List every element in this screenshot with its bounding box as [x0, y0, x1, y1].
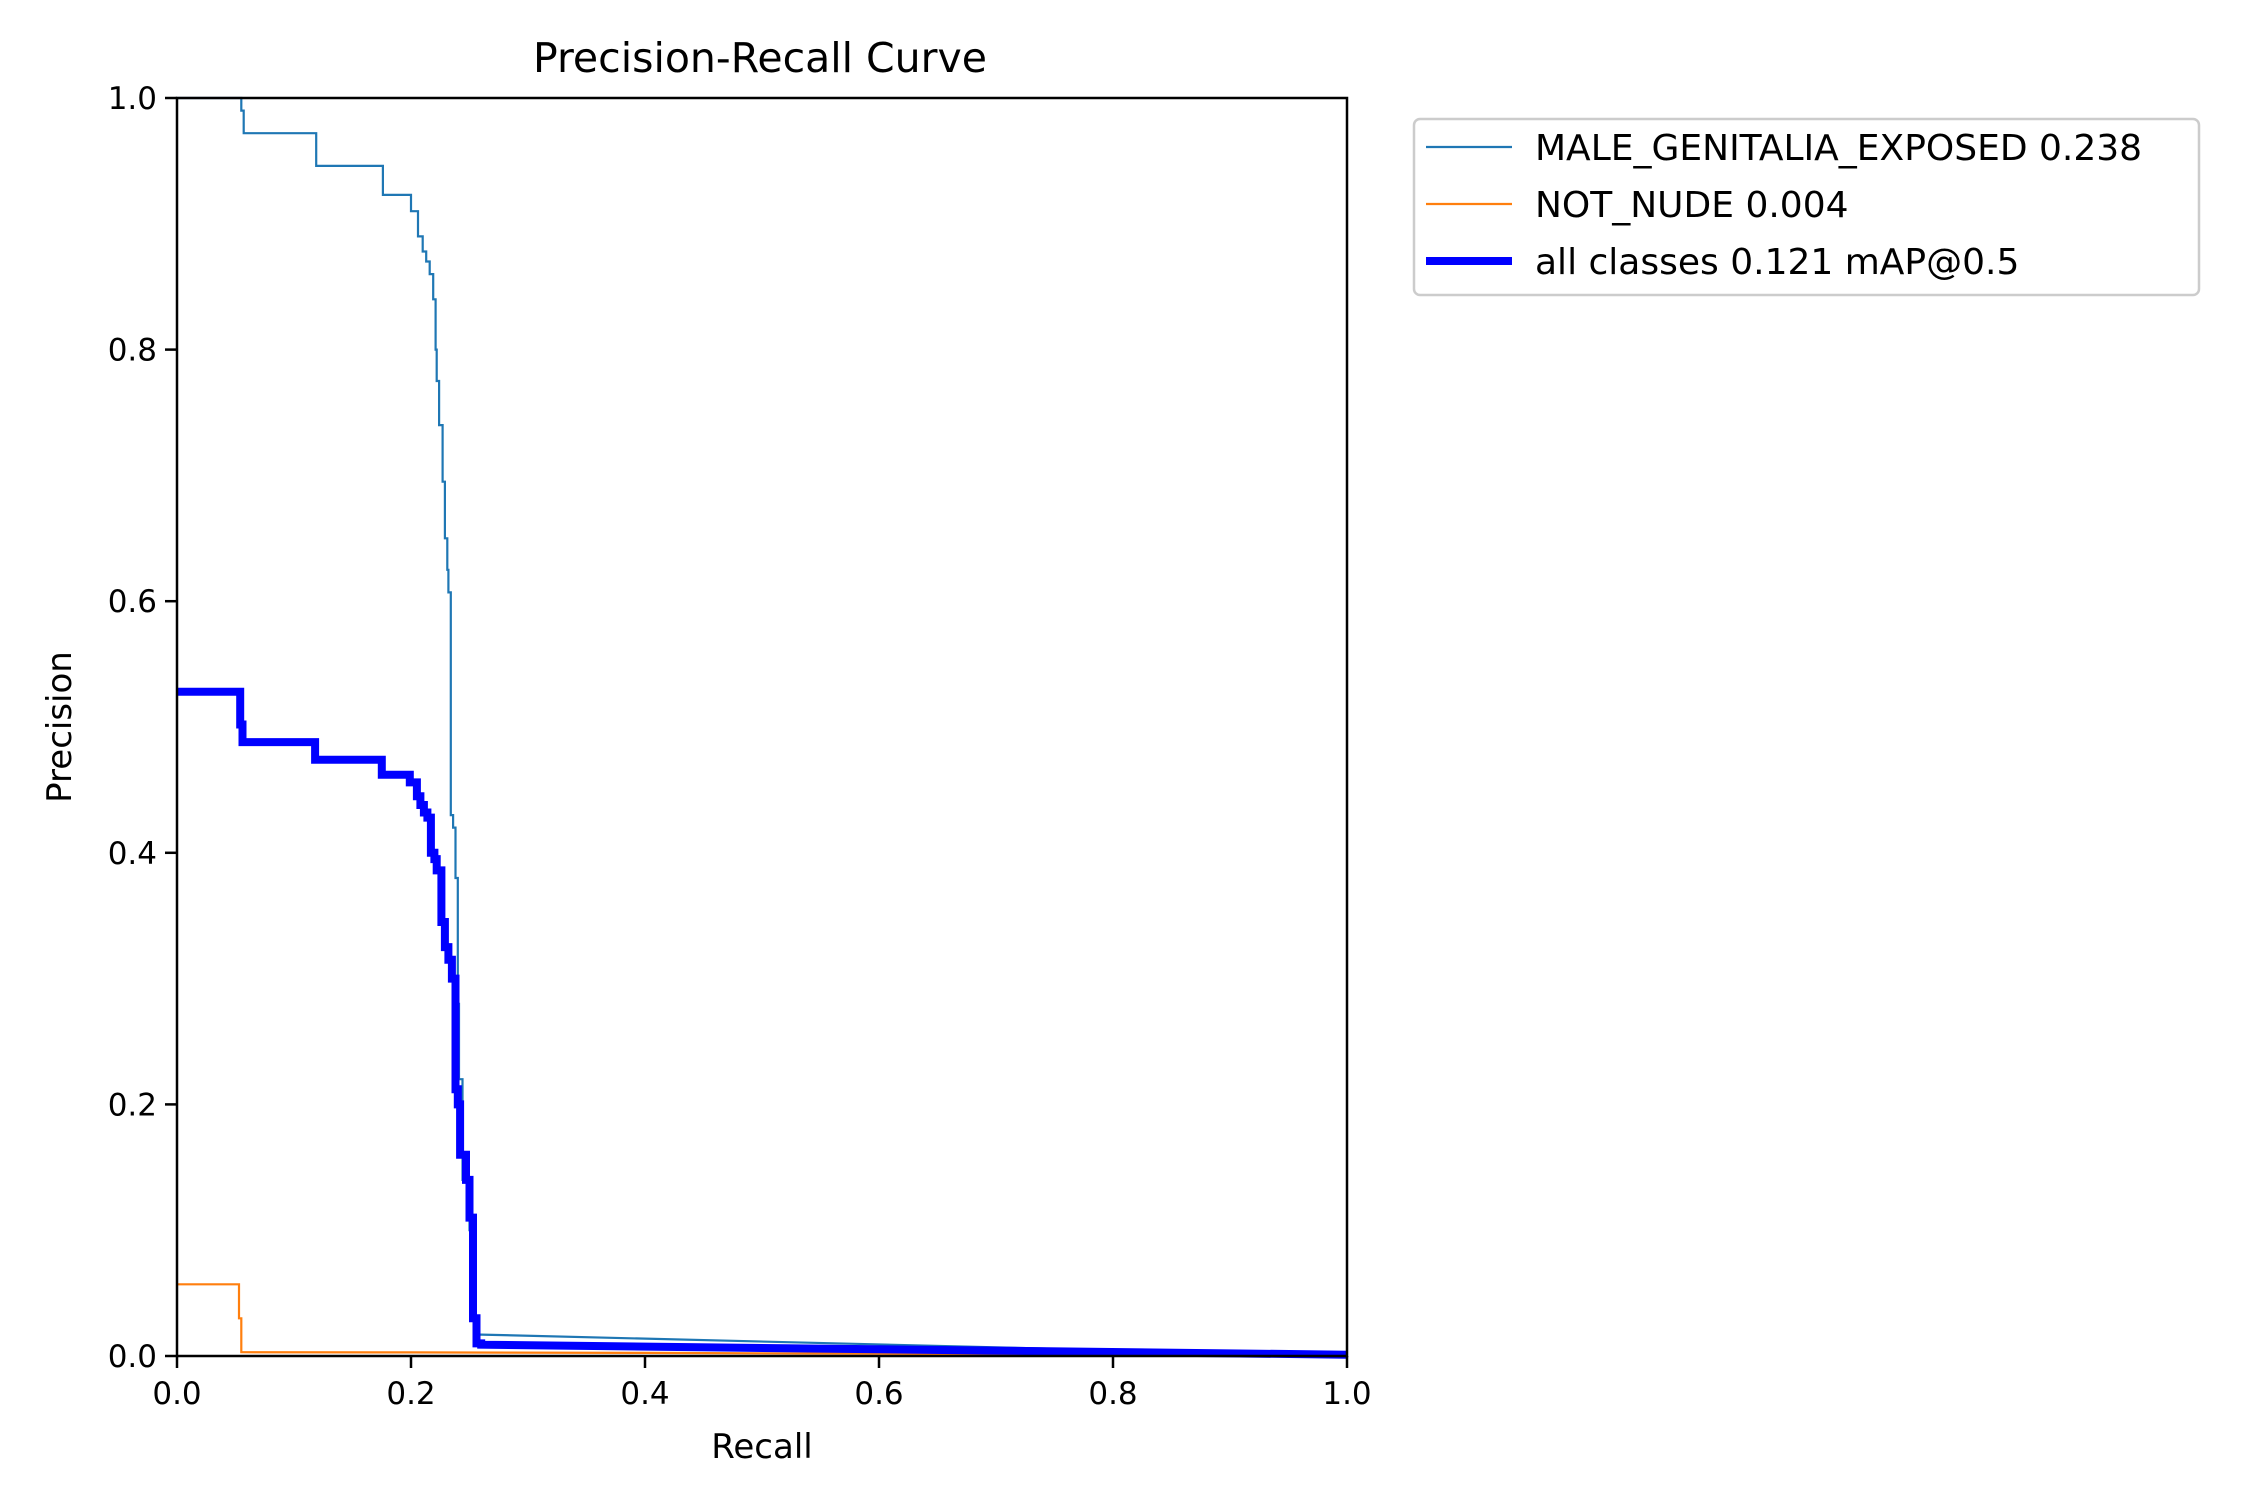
y-tick-label: 0.8: [108, 333, 157, 369]
y-tick-label: 0.4: [108, 836, 157, 872]
y-axis-label: Precision: [40, 651, 80, 803]
chart-title: Precision-Recall Curve: [533, 34, 987, 82]
x-tick-label: 0.6: [854, 1376, 903, 1412]
series-line-all-classes-0-121-map-0-5: [177, 687, 1348, 1359]
x-tick-label: 0.2: [386, 1376, 435, 1412]
x-tick-label: 1.0: [1322, 1376, 1371, 1412]
x-tick-label: 0.4: [620, 1376, 669, 1412]
y-tick-label: 0.2: [108, 1087, 157, 1123]
x-tick-label: 0.8: [1088, 1376, 1137, 1412]
legend-label-not-nude-0-004: NOT_NUDE 0.004: [1535, 185, 1849, 226]
y-tick-label: 0.0: [108, 1339, 157, 1375]
legend-label-male-genitalia-exposed-0-238: MALE_GENITALIA_EXPOSED 0.238: [1535, 128, 2142, 169]
legend: MALE_GENITALIA_EXPOSED 0.238 NOT_NUDE 0.0…: [1412, 117, 2201, 297]
legend-label-all-classes-0-121-map-0-5: all classes 0.121 mAP@0.5: [1535, 242, 2019, 283]
legend-items: MALE_GENITALIA_EXPOSED 0.238 NOT_NUDE 0.0…: [1426, 128, 2142, 283]
x-axis-label: Recall: [711, 1427, 812, 1467]
y-tick-label: 0.6: [108, 584, 157, 620]
plot-lines: [177, 96, 1348, 1359]
y-tick-label: 1.0: [108, 81, 157, 117]
legend-box: [1412, 117, 2201, 297]
x-axis-ticks: 0.0 0.2 0.4 0.6 0.8 1.0: [152, 1356, 1372, 1412]
plot-area-frame: [175, 96, 1349, 1358]
x-tick-label: 0.0: [152, 1376, 201, 1412]
y-axis-ticks: 0.0 0.2 0.4 0.6 0.8 1.0: [108, 81, 177, 1375]
